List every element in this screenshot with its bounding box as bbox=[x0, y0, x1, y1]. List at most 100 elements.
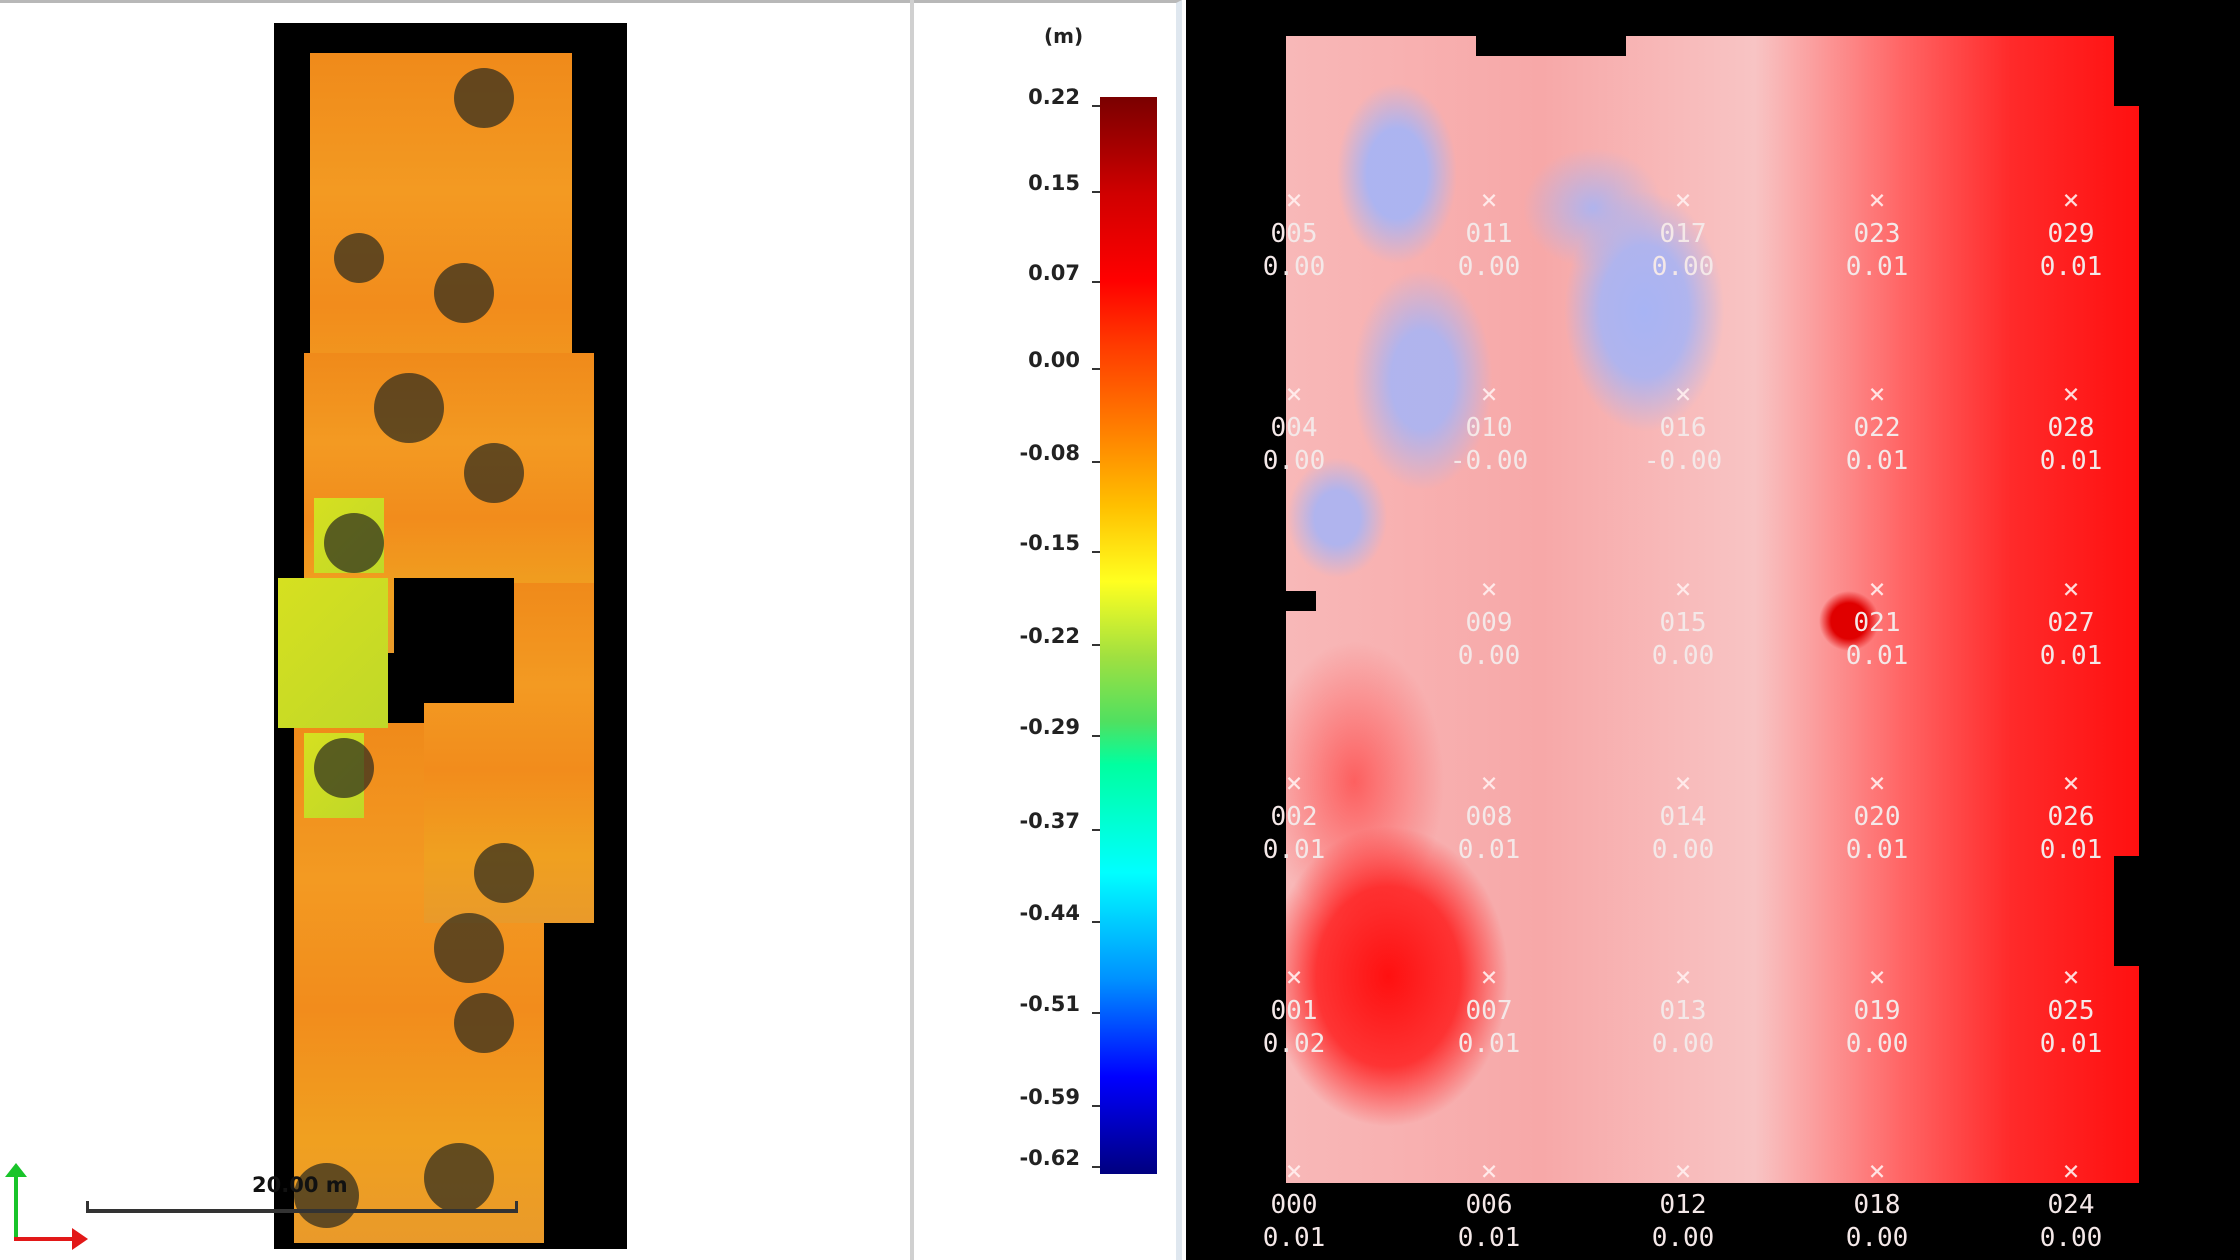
point-id: 000 bbox=[1270, 1190, 1318, 1220]
legend-tick-label: -0.51 bbox=[1019, 992, 1080, 1016]
point-id: 016 bbox=[1659, 413, 1707, 443]
legend-tick-mark bbox=[1092, 191, 1100, 193]
point-marker-icon: × bbox=[2062, 572, 2080, 605]
point-deviation: 0.01 bbox=[1845, 641, 1909, 671]
deviation-heatmap-view[interactable]: × 005 0.00 × 011 0.00 × 017 0.00 × 023 0.01 × 029 0.01… bbox=[1186, 0, 2240, 1260]
point-deviation: 0.00 bbox=[1262, 252, 1326, 282]
point-marker-icon: × bbox=[2062, 960, 2080, 993]
point-deviation: -0.00 bbox=[1449, 446, 1529, 476]
point-deviation: 0.00 bbox=[1651, 1223, 1715, 1253]
deviation-heatmap[interactable] bbox=[1286, 36, 2139, 1183]
point-marker-icon: × bbox=[1674, 766, 1692, 799]
point-marker-icon: × bbox=[1285, 1154, 1303, 1187]
point-marker-icon: × bbox=[1674, 572, 1692, 605]
survey-point-023[interactable]: × 023 0.01 bbox=[1822, 182, 1932, 284]
survey-point-007[interactable]: × 007 0.01 bbox=[1434, 959, 1544, 1061]
legend-tick-label: -0.44 bbox=[1019, 901, 1080, 925]
legend-tick-label: -0.22 bbox=[1019, 624, 1080, 648]
survey-point-017[interactable]: × 017 0.00 bbox=[1628, 182, 1738, 284]
point-deviation: 0.01 bbox=[1262, 1223, 1326, 1253]
x-axis-arrow-icon bbox=[14, 1228, 88, 1250]
survey-point-020[interactable]: × 020 0.01 bbox=[1822, 765, 1932, 867]
survey-point-012[interactable]: × 012 0.00 bbox=[1628, 1153, 1738, 1255]
legend-tick-mark bbox=[1092, 1105, 1100, 1107]
point-deviation: 0.00 bbox=[1651, 1029, 1715, 1059]
point-marker-icon: × bbox=[2062, 1154, 2080, 1187]
point-marker-icon: × bbox=[1480, 572, 1498, 605]
point-marker-icon: × bbox=[1868, 183, 1886, 216]
survey-point-019[interactable]: × 019 0.00 bbox=[1822, 959, 1932, 1061]
survey-point-024[interactable]: × 024 0.00 bbox=[2016, 1153, 2126, 1255]
scale-bar-label: 20.00 m bbox=[252, 1173, 348, 1197]
point-deviation: 0.00 bbox=[1845, 1029, 1909, 1059]
point-id: 027 bbox=[2047, 608, 2095, 638]
point-marker-icon: × bbox=[2062, 766, 2080, 799]
point-cloud-view[interactable]: 20.00 m bbox=[0, 0, 910, 1260]
survey-point-006[interactable]: × 006 0.01 bbox=[1434, 1153, 1544, 1255]
survey-point-010[interactable]: × 010 -0.00 bbox=[1434, 376, 1544, 478]
point-marker-icon: × bbox=[1285, 183, 1303, 216]
point-deviation: 0.01 bbox=[1845, 835, 1909, 865]
point-deviation: 0.01 bbox=[1457, 835, 1521, 865]
survey-point-009[interactable]: × 009 0.00 bbox=[1434, 571, 1544, 673]
point-deviation: 0.00 bbox=[1845, 1223, 1909, 1253]
legend-tick-mark bbox=[1092, 735, 1100, 737]
point-deviation: 0.02 bbox=[1262, 1029, 1326, 1059]
point-id: 013 bbox=[1659, 996, 1707, 1026]
survey-point-014[interactable]: × 014 0.00 bbox=[1628, 765, 1738, 867]
point-id: 007 bbox=[1465, 996, 1513, 1026]
legend-tick-label: 0.00 bbox=[1028, 348, 1080, 372]
survey-point-029[interactable]: × 029 0.01 bbox=[2016, 182, 2126, 284]
survey-point-011[interactable]: × 011 0.00 bbox=[1434, 182, 1544, 284]
legend-tick-mark bbox=[1092, 551, 1100, 553]
point-deviation: 0.00 bbox=[1262, 446, 1326, 476]
survey-point-001[interactable]: × 001 0.02 bbox=[1239, 959, 1349, 1061]
survey-point-028[interactable]: × 028 0.01 bbox=[2016, 376, 2126, 478]
point-deviation: 0.00 bbox=[1651, 835, 1715, 865]
survey-point-000[interactable]: × 000 0.01 bbox=[1239, 1153, 1349, 1255]
point-marker-icon: × bbox=[1285, 766, 1303, 799]
point-id: 020 bbox=[1853, 802, 1901, 832]
survey-point-004[interactable]: × 004 0.00 bbox=[1239, 376, 1349, 478]
panel-divider[interactable] bbox=[910, 0, 914, 1260]
survey-point-016[interactable]: × 016 -0.00 bbox=[1628, 376, 1738, 478]
survey-point-015[interactable]: × 015 0.00 bbox=[1628, 571, 1738, 673]
survey-point-026[interactable]: × 026 0.01 bbox=[2016, 765, 2126, 867]
survey-point-013[interactable]: × 013 0.00 bbox=[1628, 959, 1738, 1061]
point-deviation: 0.01 bbox=[2039, 252, 2103, 282]
survey-point-002[interactable]: × 002 0.01 bbox=[1239, 765, 1349, 867]
point-id: 005 bbox=[1270, 219, 1318, 249]
survey-point-027[interactable]: × 027 0.01 bbox=[2016, 571, 2126, 673]
point-id: 008 bbox=[1465, 802, 1513, 832]
point-deviation: 0.01 bbox=[1457, 1029, 1521, 1059]
survey-point-018[interactable]: × 018 0.00 bbox=[1822, 1153, 1932, 1255]
point-id: 009 bbox=[1465, 608, 1513, 638]
floor-plan-scan[interactable] bbox=[274, 23, 627, 1249]
legend-unit: (m) bbox=[1044, 24, 1084, 48]
survey-point-005[interactable]: × 005 0.00 bbox=[1239, 182, 1349, 284]
point-id: 002 bbox=[1270, 802, 1318, 832]
point-marker-icon: × bbox=[2062, 377, 2080, 410]
survey-point-025[interactable]: × 025 0.01 bbox=[2016, 959, 2126, 1061]
survey-point-008[interactable]: × 008 0.01 bbox=[1434, 765, 1544, 867]
point-deviation: 0.01 bbox=[1457, 1223, 1521, 1253]
point-marker-icon: × bbox=[1674, 377, 1692, 410]
point-id: 018 bbox=[1853, 1190, 1901, 1220]
legend-tick-label: -0.08 bbox=[1019, 441, 1080, 465]
point-marker-icon: × bbox=[1285, 377, 1303, 410]
point-deviation: 0.01 bbox=[2039, 1029, 2103, 1059]
point-deviation: 0.01 bbox=[2039, 835, 2103, 865]
point-id: 023 bbox=[1853, 219, 1901, 249]
survey-point-022[interactable]: × 022 0.01 bbox=[1822, 376, 1932, 478]
color-bar bbox=[1100, 97, 1157, 1174]
point-marker-icon: × bbox=[1480, 1154, 1498, 1187]
point-deviation: 0.01 bbox=[1845, 252, 1909, 282]
point-id: 021 bbox=[1853, 608, 1901, 638]
survey-point-021[interactable]: × 021 0.01 bbox=[1822, 571, 1932, 673]
y-axis-arrow-icon bbox=[5, 1163, 27, 1241]
legend-tick-label: -0.37 bbox=[1019, 809, 1080, 833]
point-deviation: 0.01 bbox=[1845, 446, 1909, 476]
point-marker-icon: × bbox=[2062, 183, 2080, 216]
point-deviation: 0.00 bbox=[1457, 252, 1521, 282]
point-id: 004 bbox=[1270, 413, 1318, 443]
